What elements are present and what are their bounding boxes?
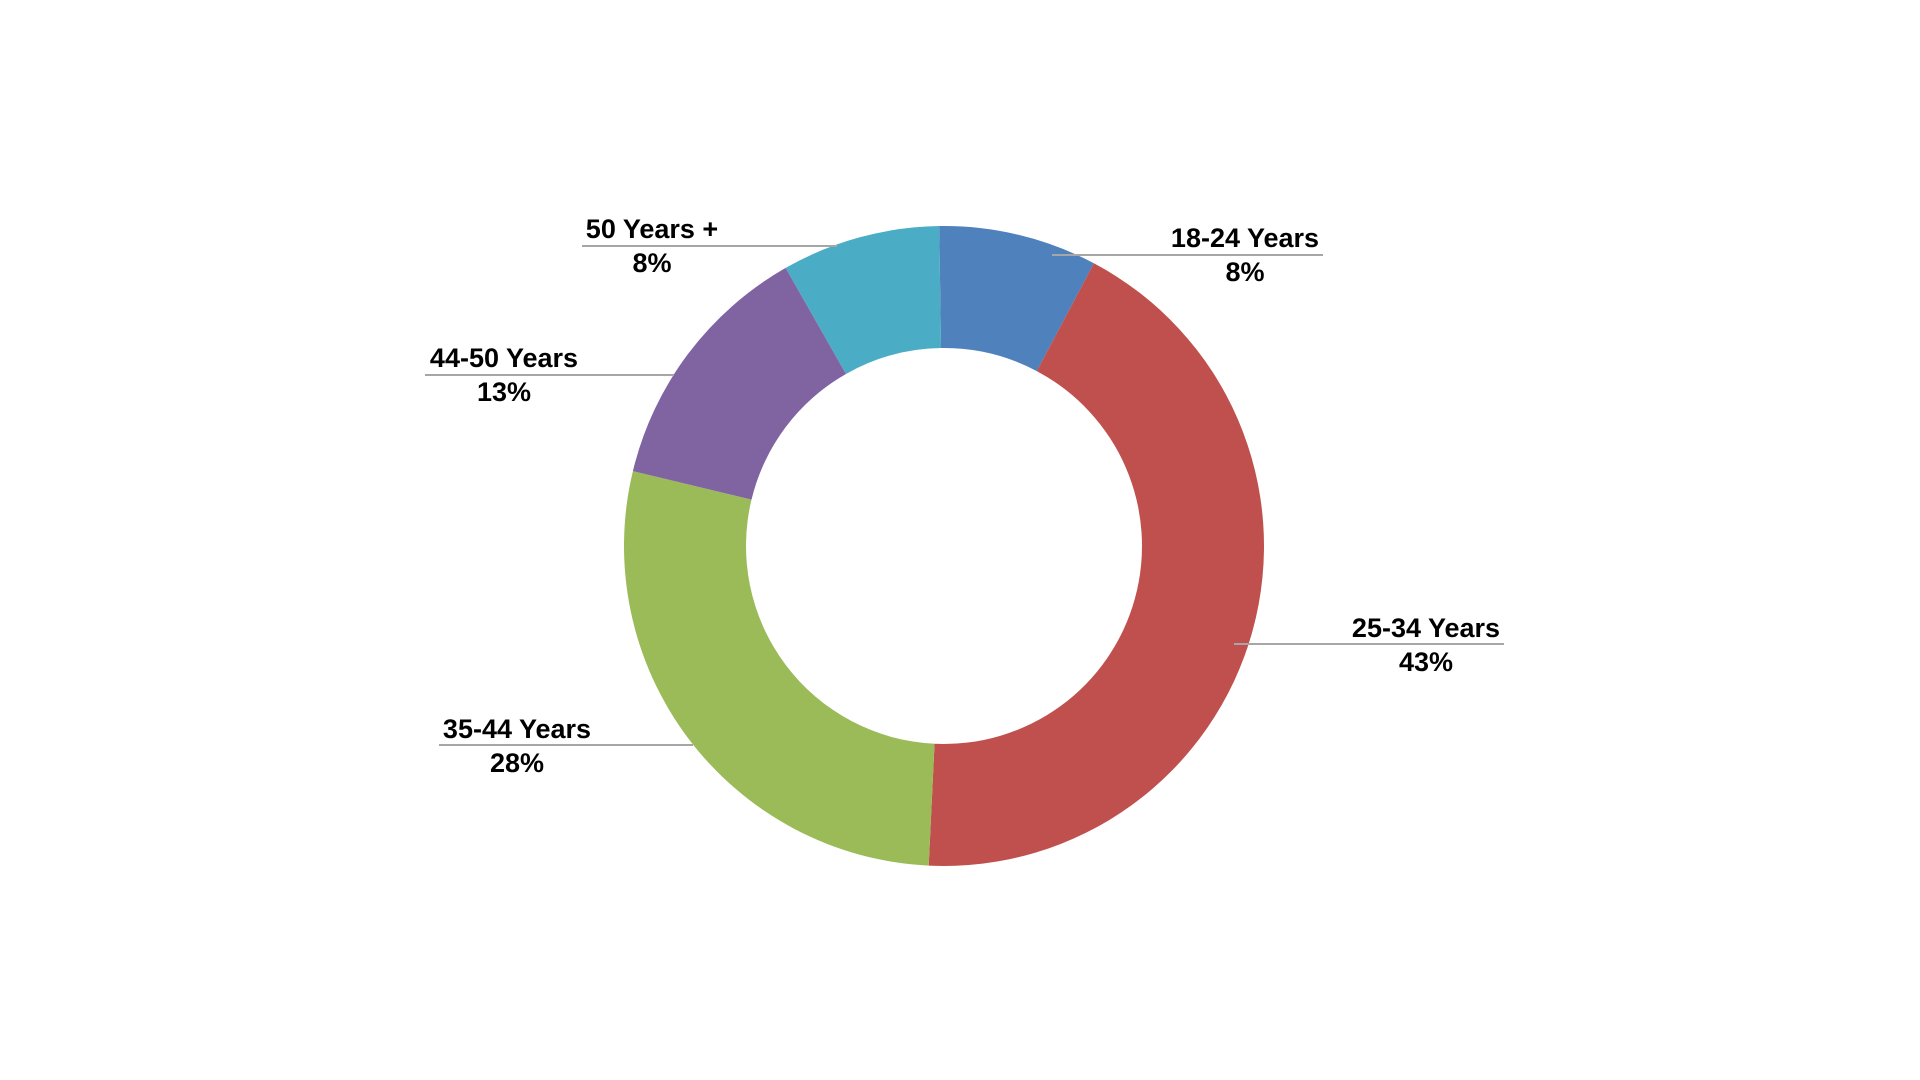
label-value: 8% [1225, 257, 1265, 287]
label-value: 43% [1398, 647, 1454, 677]
data-label-18-24: 18-24 Years 8% [1171, 221, 1319, 289]
label-category: 25-34 Years [1351, 613, 1501, 643]
data-label-50-plus: 50 Years + 8% [586, 212, 718, 280]
donut-slice-44-50-years [632, 267, 847, 500]
label-value: 8% [632, 248, 672, 278]
label-category: 35-44 Years [442, 714, 592, 744]
data-label-35-44: 35-44 Years 28% [443, 712, 591, 780]
donut-slice-35-44-years [623, 471, 935, 866]
label-value: 13% [476, 377, 532, 407]
label-category: 44-50 Years [429, 343, 579, 373]
donut-slice-25-34-years [928, 263, 1265, 866]
label-value: 28% [489, 748, 545, 778]
label-category: 18-24 Years [1170, 223, 1320, 253]
data-label-25-34: 25-34 Years 43% [1352, 611, 1500, 679]
label-category: 50 Years + [585, 214, 719, 244]
data-label-44-50: 44-50 Years 13% [430, 341, 578, 409]
donut-slice-18-24-years [939, 225, 1094, 372]
donut-slice-50-years [785, 226, 942, 374]
